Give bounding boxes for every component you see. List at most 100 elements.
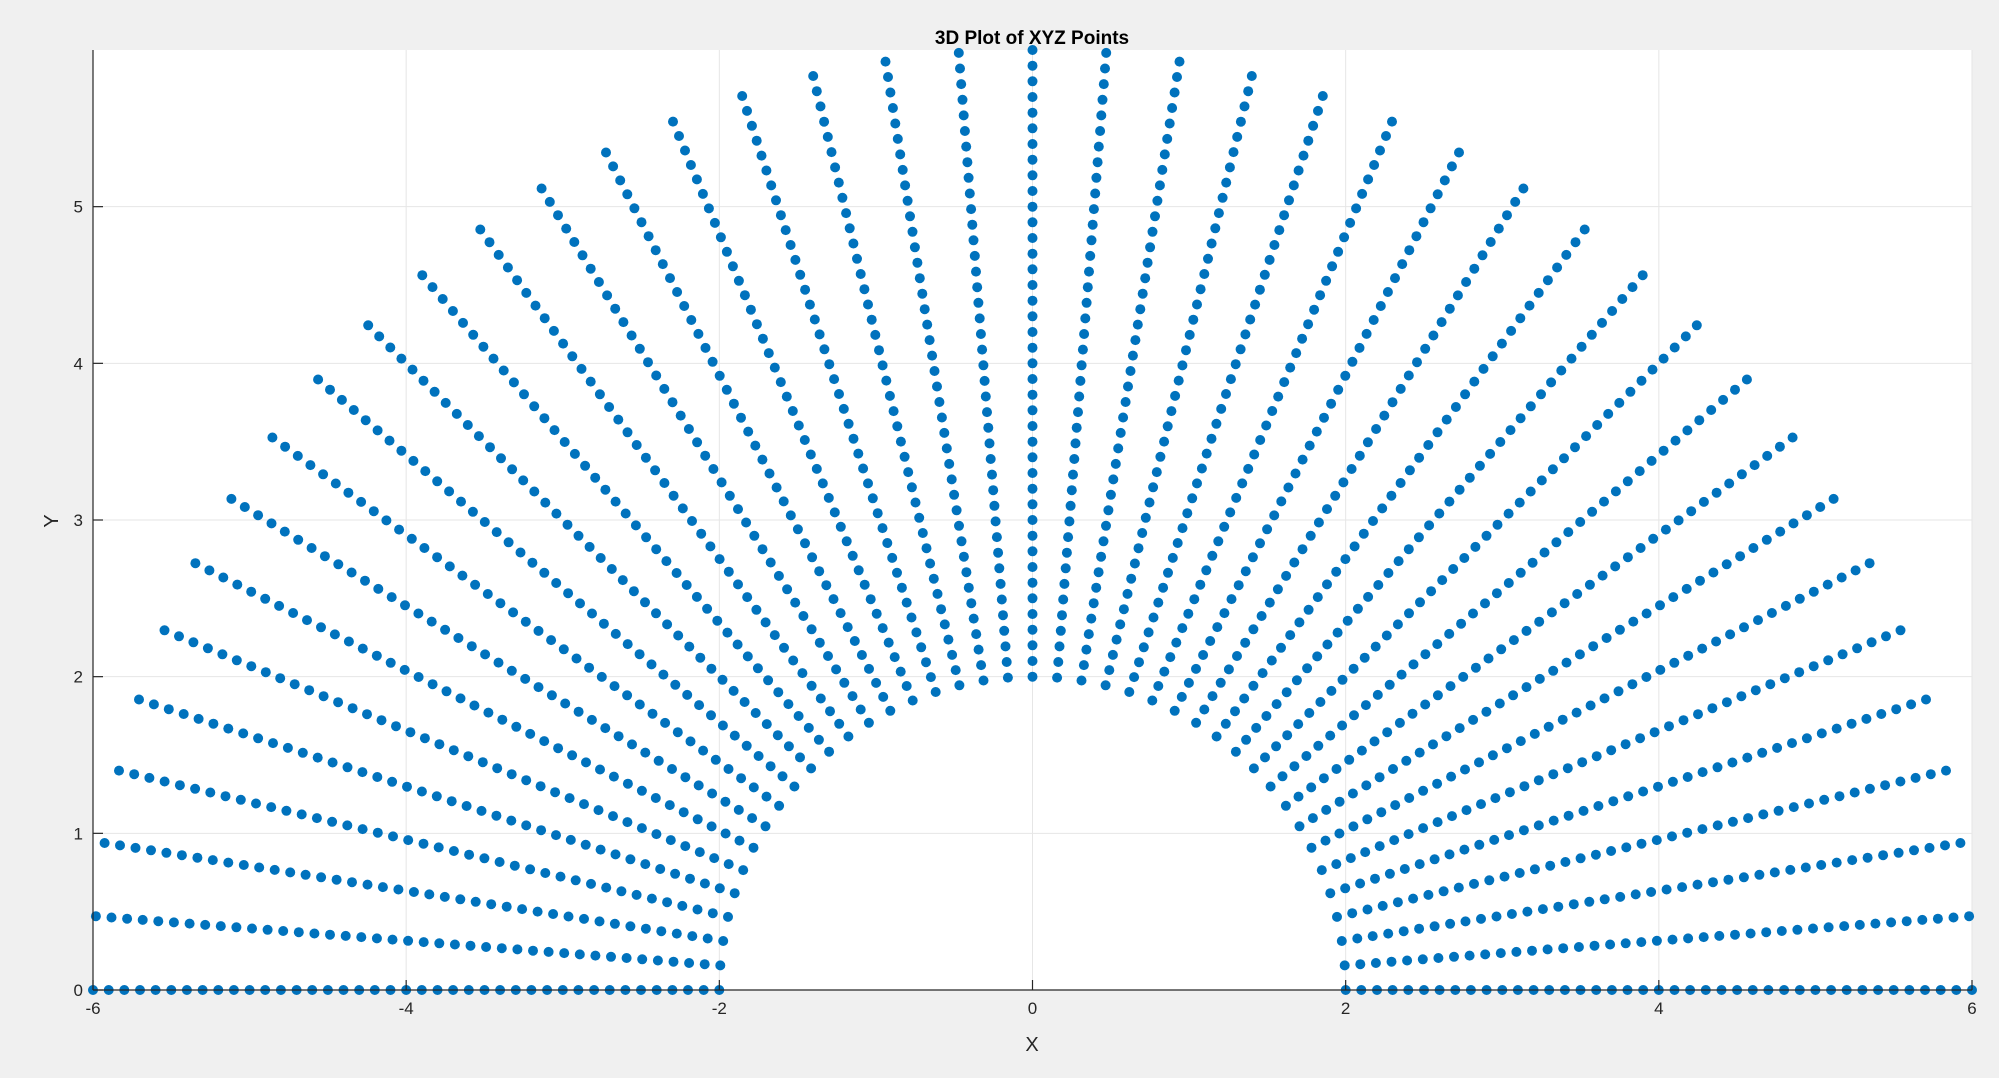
data-point: [636, 785, 647, 796]
data-point: [1169, 705, 1180, 716]
data-point: [1426, 586, 1437, 597]
data-point: [1215, 677, 1226, 688]
data-point: [962, 157, 973, 168]
data-point: [485, 442, 495, 453]
data-point: [439, 891, 450, 902]
data-point: [1382, 727, 1393, 738]
data-point: [1132, 319, 1143, 330]
data-point: [1502, 210, 1512, 221]
data-point: [1444, 496, 1455, 507]
data-point: [491, 810, 502, 821]
data-point: [498, 365, 509, 376]
data-point: [1091, 582, 1102, 593]
data-point: [757, 544, 768, 555]
data-point: [841, 536, 852, 547]
data-point: [1269, 510, 1280, 521]
data-point: [1248, 624, 1259, 635]
data-point: [1027, 452, 1038, 463]
data-point: [911, 627, 922, 638]
data-point: [1148, 612, 1159, 623]
data-point: [1293, 791, 1304, 802]
data-point: [901, 681, 912, 691]
data-point: [621, 953, 632, 963]
data-point: [1568, 899, 1579, 910]
data-point: [575, 598, 585, 609]
data-point: [706, 710, 716, 721]
data-point: [1460, 764, 1470, 775]
data-point: [274, 600, 285, 611]
data-point: [1741, 374, 1752, 385]
data-point: [1822, 579, 1833, 590]
data-point: [520, 616, 531, 627]
data-point: [1562, 763, 1573, 774]
data-point: [1469, 376, 1480, 387]
data-point: [1477, 250, 1488, 261]
data-point: [1864, 783, 1875, 794]
x-tick-labels: -6 -4 -2 0 2 4 6: [85, 980, 1977, 1018]
data-point: [679, 301, 690, 311]
data-point: [1143, 627, 1154, 638]
data-point: [640, 859, 651, 870]
data-point: [1302, 663, 1313, 674]
data-point: [1322, 579, 1332, 590]
data-point: [884, 390, 895, 401]
data-point: [1697, 643, 1708, 654]
data-point: [1801, 510, 1812, 521]
data-point: [1345, 217, 1356, 228]
data-point: [1469, 263, 1480, 274]
data-point: [634, 699, 645, 710]
data-point: [1152, 195, 1163, 206]
data-point: [1515, 413, 1526, 424]
data-point: [1395, 383, 1406, 394]
data-point: [765, 557, 776, 568]
data-point: [1150, 211, 1160, 222]
data-point: [664, 800, 675, 811]
data-point: [1027, 436, 1038, 447]
data-point: [656, 926, 667, 937]
data-point: [1432, 639, 1443, 650]
data-point: [1738, 872, 1749, 883]
data-point: [966, 598, 977, 609]
data-point: [376, 715, 387, 726]
data-point: [491, 527, 502, 538]
data-point: [1587, 506, 1598, 517]
data-point: [1370, 873, 1380, 884]
data-point: [1779, 673, 1790, 684]
data-point: [1330, 490, 1341, 501]
data-point: [1027, 139, 1038, 149]
data-point: [1334, 828, 1345, 839]
data-point: [1487, 750, 1498, 761]
data-point: [1257, 668, 1268, 679]
data-point: [788, 655, 799, 666]
data-point: [437, 294, 448, 304]
data-point: [729, 730, 740, 741]
data-point: [569, 448, 580, 459]
data-point: [394, 524, 405, 535]
data-point: [1724, 478, 1735, 489]
data-point: [885, 705, 896, 716]
data-point: [1126, 573, 1137, 584]
data-point: [728, 398, 739, 409]
data-point: [1557, 714, 1568, 725]
data-point: [1264, 254, 1275, 265]
data-point: [748, 782, 759, 793]
data-point: [811, 86, 822, 97]
data-point: [1533, 820, 1544, 831]
data-point: [1459, 553, 1470, 563]
data-point: [1622, 552, 1633, 563]
data-point: [1148, 482, 1159, 493]
data-point: [1245, 314, 1256, 325]
data-point: [1352, 603, 1363, 614]
data-point: [715, 960, 726, 971]
data-point: [1542, 944, 1553, 955]
data-point: [811, 463, 822, 474]
data-point: [610, 628, 621, 639]
data-point: [260, 667, 271, 678]
data-point: [1307, 813, 1318, 824]
data-point: [1621, 842, 1632, 853]
data-point: [1487, 351, 1498, 362]
data-point: [847, 550, 858, 561]
data-point: [1280, 800, 1291, 811]
data-point: [1381, 131, 1391, 141]
data-point: [1559, 598, 1570, 609]
